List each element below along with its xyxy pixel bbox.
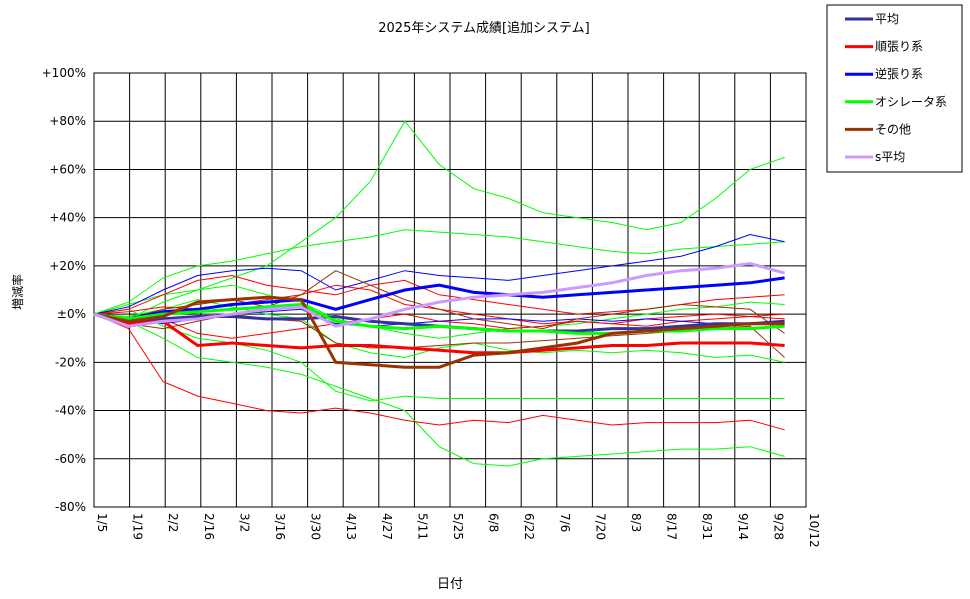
x-tick-label: 3/16 [273,513,287,540]
series-line-5 [93,261,786,328]
legend-label-5: s平均 [875,150,905,164]
x-tick-label: 7/20 [593,513,607,540]
y-axis-ticks: +100% +80% +60% +40% +20% ±0% -20% -40% -60% -80% [42,66,86,514]
component-system-lines [93,120,785,467]
y-tick-label: +40% [49,211,86,225]
series-line-1 [93,312,785,355]
legend-label-1: 順張り系 [875,40,923,54]
x-tick-label: 1/5 [95,513,109,532]
y-tick-label: -20% [55,355,86,369]
x-tick-label: 6/22 [522,513,536,540]
component-line [93,284,785,339]
legend-label-4: その他 [875,122,911,136]
component-line [93,233,785,315]
x-tick-label: 10/12 [807,513,821,548]
x-tick-label: 6/8 [487,513,501,532]
x-tick-label: 3/2 [237,513,251,532]
y-tick-label: +80% [49,114,86,128]
x-tick-label: 3/30 [309,513,323,540]
y-tick-label: -60% [55,452,86,466]
x-tick-label: 9/14 [736,513,750,540]
x-tick-label: 1/19 [131,513,145,540]
y-tick-label: -80% [55,500,86,514]
y-tick-label: ±0% [57,307,86,321]
x-tick-label: 2/2 [166,513,180,532]
y-tick-label: +100% [42,66,86,80]
y-tick-label: +20% [49,259,86,273]
gridlines [93,72,807,508]
y-axis-label: 増減率 [10,274,25,310]
series-line-4 [93,295,785,369]
x-tick-label: 9/28 [771,513,785,540]
x-tick-label: 8/17 [665,513,679,540]
legend-label-0: 平均 [875,12,899,26]
x-axis-ticks: 1/5 1/19 2/2 2/16 3/2 3/16 3/30 4/13 4/27 5/11 5/2… [95,513,821,548]
y-tick-label: -40% [55,404,86,418]
component-line [93,308,785,402]
component-line [93,120,785,320]
chart-title: 2025年システム成績[追加システム] [378,20,589,36]
component-line [93,313,785,467]
legend-box [826,4,963,173]
component-line [93,229,785,315]
series-line-2 [93,276,785,321]
x-axis-label: 日付 [437,577,463,592]
summary-series-lines [93,261,786,369]
legend-label-2: 逆張り系 [875,66,923,81]
x-tick-label: 8/31 [700,513,714,540]
x-tick-label: 8/3 [629,513,643,532]
y-tick-label: +60% [49,162,86,176]
series-line-3 [93,302,785,335]
x-tick-label: 5/25 [451,513,465,540]
x-tick-label: 4/13 [344,513,358,540]
component-line [93,313,785,431]
x-tick-label: 2/16 [202,513,216,540]
x-tick-label: 7/6 [558,513,572,532]
legend-label-3: オシレータ系 [875,95,947,109]
x-tick-label: 5/11 [415,513,429,540]
component-line [93,270,785,334]
x-tick-label: 4/27 [380,513,394,540]
